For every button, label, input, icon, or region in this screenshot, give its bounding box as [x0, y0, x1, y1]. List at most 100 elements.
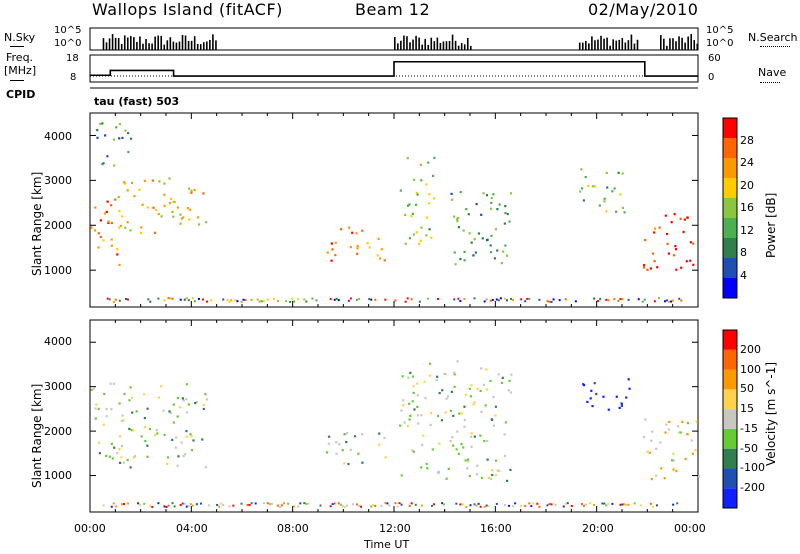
power-echo-cell: [419, 239, 422, 242]
power-echo-cell: [163, 182, 166, 185]
power-echo-cell: [190, 189, 193, 192]
power-echo-cell: [412, 233, 415, 236]
velocity-echo-clutter: [430, 504, 433, 507]
velocity-colorbar-tick-label: 200: [740, 342, 761, 356]
nsky-bar: [693, 40, 696, 50]
velocity-echo-clutter: [621, 503, 624, 506]
velocity-echo-cell: [102, 423, 105, 426]
velocity-echo-clutter: [520, 504, 523, 507]
nsky-bar: [466, 37, 469, 50]
nsky-bar: [175, 42, 178, 50]
power-echo-cell: [408, 203, 411, 206]
nsky-bar: [403, 35, 405, 50]
velocity-colorbar-frame: [722, 329, 738, 509]
power-echo-cell: [138, 188, 141, 191]
velocity-echo-cell: [378, 443, 381, 446]
power-echo-clutter: [499, 297, 502, 300]
velocity-echo-cell: [457, 452, 460, 455]
power-echo-cell: [118, 209, 121, 213]
power-echo-clutter: [680, 299, 683, 302]
velocity-echo-cell: [201, 438, 204, 441]
nsky-bar: [126, 37, 129, 50]
power-echo-clutter: [311, 297, 314, 300]
nsky-bar: [196, 43, 199, 50]
power-echo-cell: [621, 172, 624, 175]
power-echo-cell: [146, 206, 149, 209]
power-colorbar-tick-label: 16: [740, 201, 754, 214]
power-echo-cell: [651, 252, 655, 255]
power-echo-cell: [143, 179, 147, 182]
power-echo-cell: [406, 204, 410, 207]
velocity-echo-clutter: [195, 503, 198, 506]
velocity-echo-clutter: [126, 502, 129, 505]
velocity-colorbar-swatch: [723, 409, 737, 429]
velocity-echo-cell: [602, 395, 605, 398]
power-echo-cell: [672, 254, 676, 257]
power-echo-cell: [133, 195, 136, 198]
power-echo-cell: [603, 197, 606, 200]
power-echo-cell: [103, 212, 106, 215]
velocity-echo-cell: [349, 448, 352, 452]
velocity-echo-clutter: [307, 502, 310, 505]
velocity-echo-clutter: [293, 505, 296, 508]
power-echo-cell: [653, 259, 656, 263]
power-echo-cell: [356, 252, 359, 256]
velocity-echo-cell: [177, 455, 180, 458]
velocity-echo-cell: [595, 392, 598, 396]
velocity-echo-cell: [675, 470, 678, 473]
velocity-echo-cell: [130, 396, 134, 400]
velocity-echo-cell: [112, 382, 116, 385]
freq-unit-label: [MHz]: [4, 64, 37, 77]
nsearch-dotted-line: [760, 46, 790, 47]
velocity-echo-cell: [476, 387, 479, 391]
power-echo-cell: [116, 253, 119, 256]
velocity-echo-cell: [466, 458, 470, 461]
power-echo-cell: [486, 238, 489, 241]
nsky-bar: [439, 42, 442, 50]
velocity-echo-clutter: [475, 504, 478, 507]
velocity-echo-cell: [476, 464, 479, 467]
power-echo-cell: [425, 183, 428, 186]
velocity-echo-clutter: [603, 502, 606, 505]
nsky-bar: [630, 34, 633, 50]
velocity-echo-cell: [119, 435, 122, 438]
power-echo-clutter: [124, 297, 127, 300]
power-echo-cell: [598, 204, 601, 207]
velocity-echo-clutter: [185, 505, 188, 508]
nsky-bar: [627, 40, 630, 50]
power-echo-cell: [129, 229, 132, 232]
nsky-bar: [618, 39, 621, 50]
power-echo-clutter: [149, 300, 152, 303]
velocity-echo-cell: [655, 447, 658, 450]
velocity-echo-cell: [122, 461, 125, 464]
velocity-echo-cell: [489, 477, 493, 481]
power-echo-cell: [171, 210, 174, 213]
power-echo-cell: [692, 242, 695, 245]
velocity-echo-clutter: [627, 503, 630, 506]
nsky-bar: [142, 43, 144, 50]
velocity-echo-cell: [453, 373, 456, 376]
velocity-echo-clutter: [297, 505, 300, 508]
velocity-echo-clutter: [548, 503, 551, 506]
power-echo-clutter: [126, 298, 129, 301]
power-echo-cell: [179, 213, 182, 216]
freq-panel-frame: [89, 54, 699, 83]
velocity-colorbar-tick-label: 50: [740, 382, 754, 396]
velocity-echo-clutter: [112, 502, 115, 505]
power-echo-cell: [139, 231, 143, 234]
velocity-echo-cell: [328, 435, 331, 438]
velocity-echo-cell: [182, 454, 185, 458]
nsky-bar: [120, 43, 123, 50]
velocity-echo-cell: [501, 376, 504, 379]
velocity-echo-cell: [420, 443, 424, 447]
velocity-echo-cell: [589, 397, 592, 400]
velocity-echo-clutter: [582, 504, 585, 507]
power-echo-clutter: [193, 300, 196, 303]
velocity-colorbar-swatch: [723, 488, 737, 508]
power-echo-cell: [503, 222, 506, 225]
velocity-echo-cell: [672, 459, 675, 462]
vel-panel-frame: [89, 319, 699, 513]
power-echo-cell: [686, 216, 689, 219]
velocity-echo-clutter: [655, 504, 658, 507]
velocity-echo-cell: [458, 412, 461, 415]
